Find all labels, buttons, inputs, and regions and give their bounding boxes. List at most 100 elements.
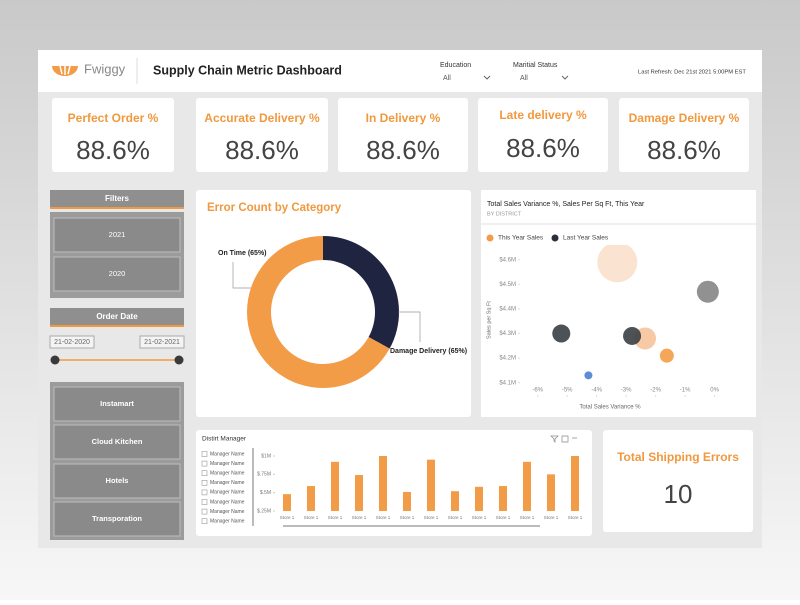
kpi-card (52, 98, 174, 172)
year-button-label[interactable]: 2020 (109, 269, 126, 278)
x-tick-label: Store 1 (448, 515, 463, 520)
filter-value[interactable]: All (443, 75, 451, 82)
date-box[interactable] (139, 335, 185, 349)
checkbox[interactable] (201, 489, 208, 496)
kpi-card (619, 98, 749, 172)
kpi-label: Accurate Delivery % (204, 111, 320, 125)
slider-handle[interactable] (174, 355, 184, 365)
bubble (552, 324, 571, 343)
manager-name: Manager Name (210, 509, 245, 515)
segment-button-label[interactable]: Transporation (92, 514, 142, 523)
y-tick-label: $.5M (260, 490, 271, 496)
x-tick-label: -1% (680, 388, 691, 394)
x-tick-label: 0% (710, 388, 719, 394)
segment-button-label[interactable]: Hotels (106, 476, 129, 485)
bubble (584, 371, 593, 380)
dropdown-chevron[interactable] (561, 75, 569, 80)
y-tick-label: $4.6M (499, 257, 516, 263)
manager-name: Manager Name (210, 499, 245, 505)
section-header (50, 190, 184, 208)
x-tick-label: Store 1 (352, 515, 367, 520)
checkbox[interactable] (201, 460, 208, 467)
year-button[interactable] (53, 256, 181, 292)
legend-label: This Year Sales (498, 235, 544, 242)
bar (331, 461, 339, 511)
x-tick-label: -2% (650, 388, 661, 394)
last-refresh: Last Refresh: Dec 21st 2021 5:00PM EST (638, 70, 746, 76)
segment-button[interactable] (53, 386, 181, 422)
legend-label: Last Year Sales (563, 235, 609, 242)
slice-label: Damage Delivery (65%) (390, 348, 467, 355)
section-underline (50, 325, 184, 327)
bubble (623, 326, 642, 345)
segment-button[interactable] (53, 463, 181, 499)
manager-name: Manager Name (210, 480, 245, 486)
section-header (50, 308, 184, 326)
y-tick-label: $4.4M (499, 307, 516, 313)
y-tick-label: $.25M (257, 508, 271, 514)
bar (307, 486, 315, 511)
x-tick-label: Store 1 (328, 515, 343, 520)
shipping-card (603, 430, 753, 532)
checkbox[interactable] (201, 499, 208, 505)
donut-slice (247, 236, 390, 389)
x-tick-label: -6% (532, 388, 543, 394)
checkbox[interactable] (201, 451, 208, 457)
kpi-card (196, 98, 328, 172)
chart-title: Error Count by Category (207, 202, 342, 214)
kpi-label: In Delivery % (366, 111, 441, 125)
manager-name: Manager Name (210, 471, 245, 477)
segment-button[interactable] (53, 501, 181, 537)
segment-button-label[interactable]: Instamart (100, 399, 134, 408)
manager-name: Manager Name (210, 519, 245, 525)
filter-value[interactable]: All (520, 75, 528, 82)
bubble (659, 348, 674, 363)
y-tick-label: $4.2M (499, 356, 516, 362)
x-tick-label: Store 1 (568, 515, 583, 520)
segment-button-label[interactable]: Cloud Kitchen (92, 437, 143, 446)
kpi-value: 88.6% (76, 135, 150, 165)
x-tick-label: Store 1 (496, 515, 511, 520)
legend-marker (486, 234, 494, 242)
bar (475, 486, 483, 511)
date-box[interactable] (49, 335, 95, 349)
slider-handle[interactable] (50, 355, 60, 365)
x-tick-label: Store 1 (424, 515, 439, 520)
segment-button[interactable] (53, 424, 181, 460)
kpi-value: 10 (664, 479, 693, 509)
checkbox[interactable] (201, 470, 208, 477)
logo-text: Fwiggy (84, 61, 126, 76)
checkbox[interactable] (201, 479, 208, 486)
h-scrollbar (283, 525, 540, 527)
date-text: 21-02-2020 (54, 339, 90, 346)
manager-name: Manager Name (210, 490, 245, 496)
x-tick-label: Store 1 (400, 515, 415, 520)
dropdown-chevron[interactable] (483, 75, 491, 80)
manager-name: Manager Name (210, 461, 245, 467)
x-tick-label: -4% (591, 388, 602, 394)
kpi-card (338, 98, 468, 172)
kpi-label: Late delivery % (499, 108, 587, 122)
x-tick-label: -3% (621, 388, 632, 394)
chart-subtitle: BY DISTRICT (487, 211, 522, 217)
x-tick-label: Store 1 (520, 515, 535, 520)
year-button-label[interactable]: 2021 (109, 230, 126, 239)
x-tick-label: Store 1 (376, 515, 391, 520)
checkbox[interactable] (201, 518, 208, 525)
legend-marker (551, 234, 559, 242)
y-tick-label: $4.5M (499, 282, 516, 288)
year-button[interactable] (53, 217, 181, 253)
bar (547, 474, 555, 511)
bar (283, 494, 291, 511)
filter-label: Education (440, 62, 471, 69)
leader-line (232, 262, 251, 289)
axis-label: Sales per Sq Ft (486, 301, 492, 339)
x-tick-label: Store 1 (304, 515, 319, 520)
bar (451, 491, 459, 511)
chart-title: Total Sales Variance %, Sales Per Sq Ft,… (487, 201, 645, 208)
scatter-card (481, 190, 756, 417)
kpi-label: Total Shipping Errors (617, 450, 739, 464)
checkbox[interactable] (201, 508, 208, 515)
toolbar-icons[interactable] (550, 435, 577, 443)
logo-lines (59, 65, 71, 75)
